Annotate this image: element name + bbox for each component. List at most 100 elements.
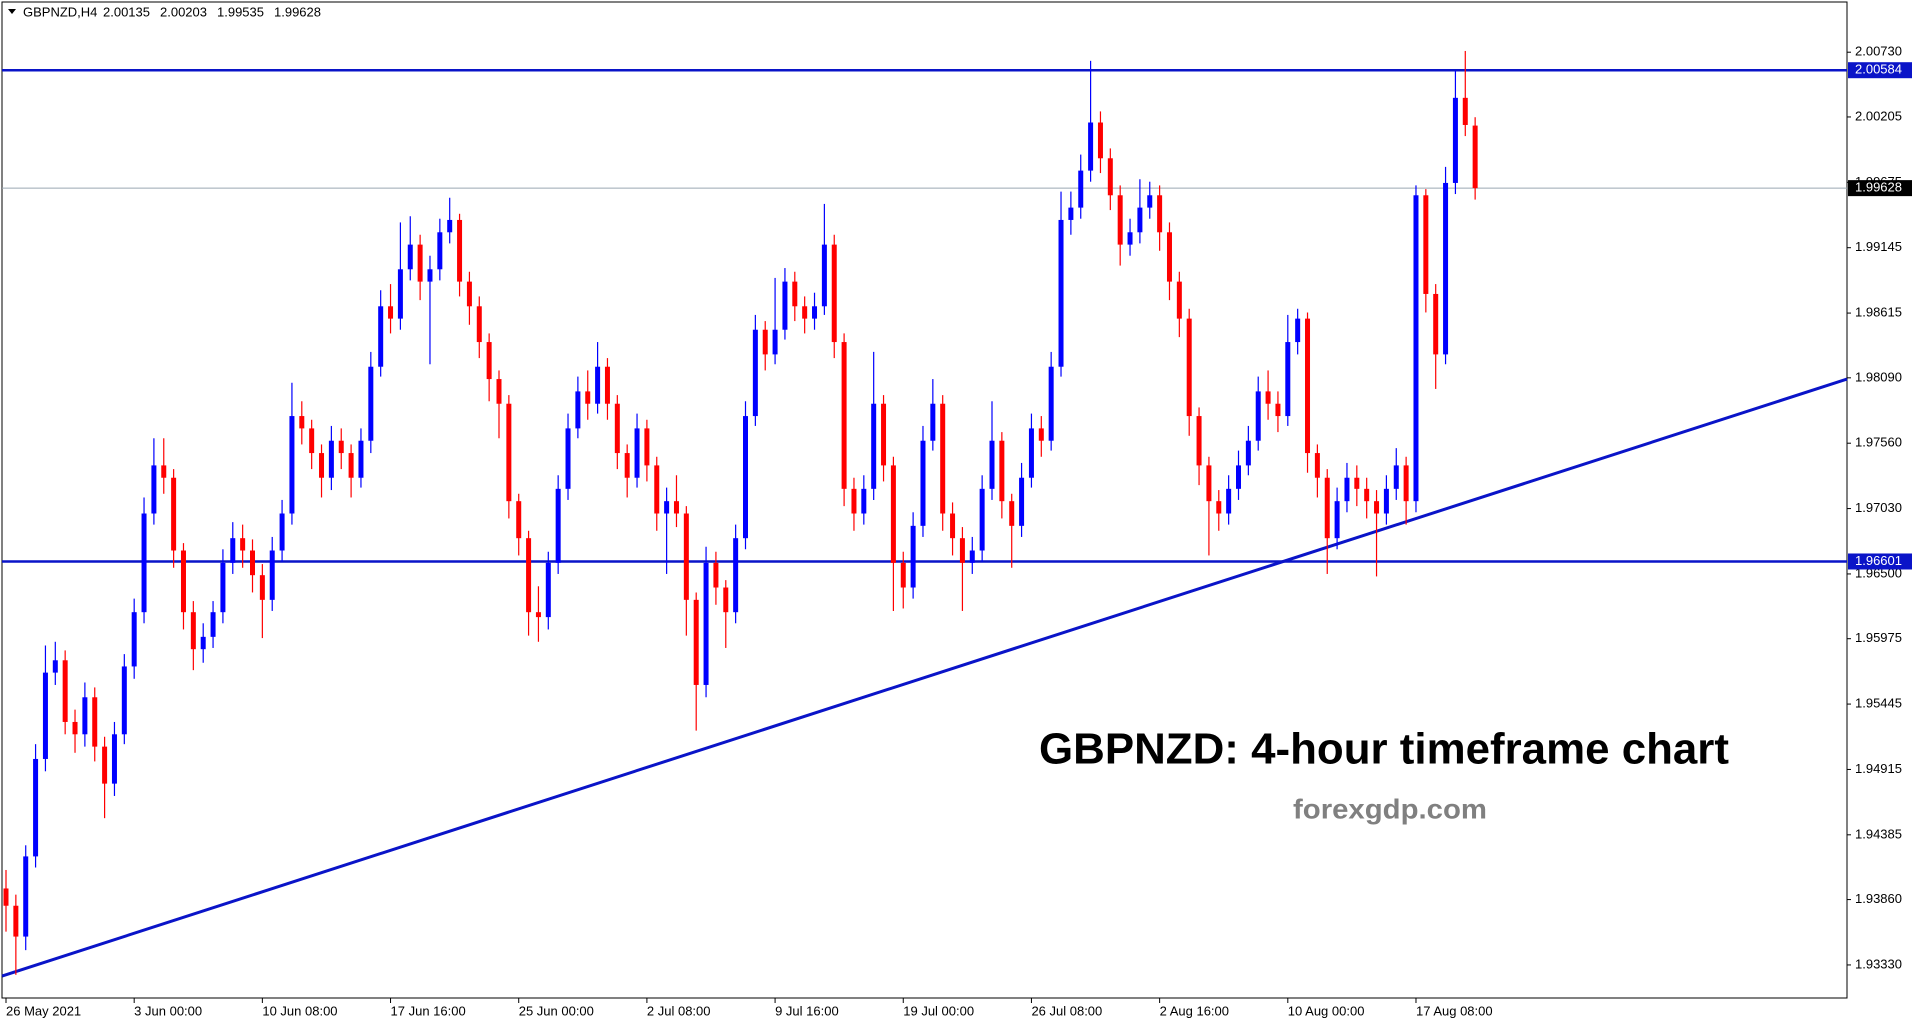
candle-body [1166, 232, 1172, 282]
y-tick-label: 1.98090 [1855, 369, 1902, 384]
last-price-label: 1.99628 [1855, 180, 1902, 195]
candle-body [733, 538, 739, 613]
candle-body [319, 453, 325, 478]
candle-body [979, 488, 985, 551]
candle-body [397, 269, 403, 319]
candle-body [72, 721, 78, 735]
candle-body [999, 440, 1005, 502]
candle-body [664, 501, 670, 514]
x-tick-label: 2 Aug 16:00 [1160, 1003, 1229, 1018]
candle-body [752, 329, 758, 417]
candle-body [240, 538, 246, 551]
header-close: 1.99628 [274, 4, 321, 19]
candle-body [3, 888, 9, 906]
candle-body [1245, 440, 1251, 466]
candle-body [1433, 293, 1439, 355]
candle-body [851, 488, 857, 514]
candle-body [959, 538, 965, 563]
candle-body [279, 513, 285, 551]
candle-body [33, 758, 39, 857]
y-tick-label: 1.99145 [1855, 239, 1902, 254]
candle-body [526, 538, 532, 613]
x-tick-label: 17 Aug 08:00 [1416, 1003, 1493, 1018]
candle-body [121, 666, 127, 735]
candle-body [417, 244, 423, 282]
candle-body [1009, 501, 1015, 526]
candle-body [1472, 125, 1478, 189]
candle-body [802, 306, 808, 319]
candle-body [1137, 207, 1143, 233]
candle-body [151, 465, 157, 514]
candle-body [1196, 416, 1202, 466]
candle-body [683, 513, 689, 600]
candle-body [930, 403, 936, 441]
candle-body [62, 660, 68, 722]
candle-body [230, 538, 236, 563]
candle-body [782, 281, 788, 330]
candle-body [762, 329, 768, 355]
candle-body [772, 329, 778, 355]
level-label: 2.00584 [1855, 62, 1902, 77]
candle-body [437, 232, 443, 270]
candle-body [328, 440, 334, 478]
candle-body [92, 697, 98, 747]
candle-body [1058, 219, 1064, 367]
candle-body [1364, 488, 1370, 502]
candle-body [13, 905, 19, 937]
candle-body [131, 612, 137, 667]
candle-body [42, 672, 48, 759]
candle-body [743, 416, 748, 539]
candle-body [289, 416, 295, 514]
candle-body [535, 612, 541, 618]
candle-body [457, 219, 463, 282]
candle-body [1048, 366, 1054, 441]
candle-body [1443, 182, 1449, 355]
candle-body [881, 403, 887, 466]
candle-body [269, 550, 275, 600]
candle-body [250, 550, 255, 576]
y-tick-label: 1.94385 [1855, 826, 1902, 841]
candle-body [703, 562, 709, 685]
x-tick-label: 9 Jul 16:00 [775, 1003, 839, 1018]
plot-frame [1, 1, 1848, 999]
candle-body [910, 525, 916, 588]
level-label: 1.96601 [1855, 553, 1902, 568]
annotation-title: GBPNZD: 4-hour timeframe chart [1039, 725, 1729, 774]
y-tick-label: 1.95975 [1855, 630, 1902, 645]
candle-body [1344, 477, 1350, 502]
candle-body [654, 465, 660, 514]
candle-body [545, 562, 551, 618]
candle-body [141, 513, 147, 613]
y-tick-label: 1.94915 [1855, 761, 1902, 776]
candle-body [1117, 195, 1123, 245]
candle-body [1019, 477, 1025, 526]
candle-body [299, 416, 305, 429]
candle-body [821, 244, 827, 307]
candle-body [486, 342, 492, 380]
candle-body [1038, 428, 1044, 441]
candle-body [713, 562, 719, 588]
candle-body [1147, 195, 1153, 208]
y-tick-label: 1.95445 [1855, 696, 1902, 711]
header-open: 2.00135 [103, 4, 150, 19]
candle-body [940, 403, 946, 514]
candle-body [624, 453, 630, 478]
candle-body [259, 575, 265, 600]
candle-body [348, 453, 354, 478]
candle-body [368, 366, 374, 441]
candle-body [102, 746, 108, 784]
candle-body [190, 612, 196, 650]
candle-body [1206, 465, 1212, 502]
y-tick-label: 2.00205 [1855, 108, 1902, 123]
candle-body [1216, 501, 1222, 514]
candle-body [1393, 465, 1399, 489]
candle-body [1452, 97, 1458, 183]
candle-body [1028, 428, 1034, 478]
candle-body [565, 428, 571, 489]
candle-body [1186, 318, 1192, 417]
candle-body [1157, 195, 1163, 233]
x-tick-label: 26 May 2021 [6, 1003, 81, 1018]
candle-body [407, 244, 413, 270]
y-tick-label: 1.98615 [1855, 305, 1902, 320]
